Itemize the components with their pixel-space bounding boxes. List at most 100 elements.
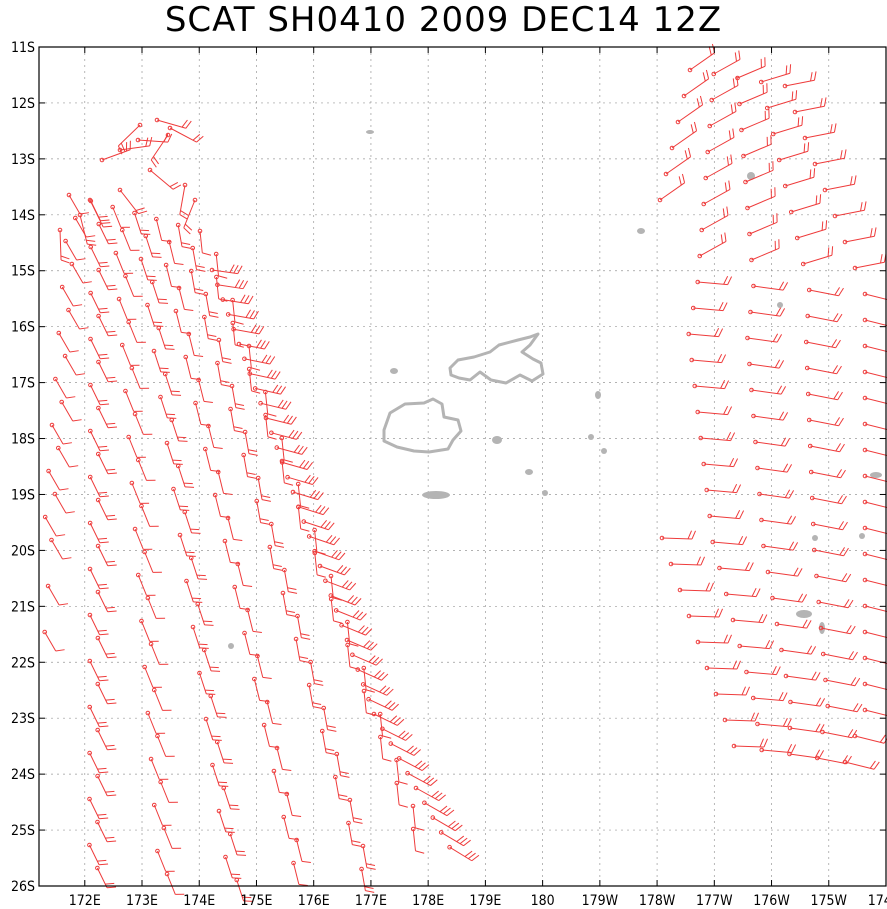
barb-staff [346, 639, 372, 651]
barb-feather [106, 284, 116, 287]
lon-label: 179W [582, 893, 619, 909]
barb-feather [221, 384, 231, 387]
wind-barb [87, 197, 113, 228]
wind-barb [242, 429, 258, 456]
wind-barb [296, 504, 310, 532]
barb-feather [178, 440, 188, 442]
wind-barb [832, 201, 867, 219]
barb-station [95, 497, 101, 503]
barb-feather [179, 214, 188, 220]
barb-station [687, 67, 693, 73]
barb-feather [815, 195, 818, 205]
barb-feather [284, 482, 294, 486]
wind-barb [167, 125, 204, 143]
wind-barb [216, 808, 235, 833]
barb-feather [299, 656, 309, 659]
wind-barb [149, 279, 169, 304]
barb-staff [186, 580, 194, 603]
barb-staff [297, 483, 301, 506]
barb-feather [359, 613, 367, 621]
barb-station [87, 796, 92, 802]
barb-staff [314, 529, 318, 552]
barb-feather [106, 238, 116, 241]
wind-barb [96, 359, 118, 383]
barb-feather [843, 149, 847, 159]
barb-feather [850, 176, 853, 186]
barb-feather [245, 309, 252, 318]
barb-feather [203, 620, 213, 623]
barb-staff [283, 569, 289, 592]
barb-feather [152, 256, 162, 258]
barb-station [126, 434, 131, 440]
wind-barb [755, 463, 793, 473]
barb-feather [99, 541, 109, 544]
barb-feather [299, 660, 309, 663]
barb-station [355, 667, 361, 672]
barb-station [42, 514, 48, 520]
wind-barb [862, 291, 887, 301]
barb-feather [736, 484, 742, 493]
barb-station [132, 411, 138, 417]
barb-feather [196, 574, 206, 577]
wind-barb [675, 95, 704, 125]
barb-feather [169, 181, 179, 188]
barb-staff [347, 822, 353, 845]
wind-barb [334, 751, 350, 778]
barb-feather [835, 443, 841, 452]
barb-station [301, 519, 307, 524]
barb-staff [160, 396, 168, 419]
barb-feather [208, 338, 218, 341]
barb-feather [243, 900, 253, 902]
wind-barbs [42, 43, 887, 902]
wind-barb [119, 342, 140, 366]
barb-staff [330, 595, 356, 606]
barb-staff [71, 263, 84, 284]
wind-barb [394, 780, 408, 808]
barb-staff [864, 631, 887, 639]
barb-staff [216, 741, 225, 764]
barb-feather [248, 449, 258, 452]
barb-staff [713, 59, 741, 75]
barb-feather [120, 142, 126, 152]
barb-station [380, 726, 385, 732]
barb-feather [258, 325, 265, 335]
barb-feather [813, 71, 817, 81]
barb-feather [365, 689, 375, 693]
barb-station [192, 197, 198, 203]
wind-barb [201, 647, 221, 672]
barb-station [49, 422, 55, 428]
barb-station [95, 865, 100, 871]
barb-staff [314, 552, 318, 575]
barb-station [162, 371, 168, 377]
barb-feather [418, 762, 426, 770]
lat-label: 18S [11, 432, 35, 448]
barb-feather [456, 835, 465, 843]
barb-staff [671, 130, 697, 149]
barb-staff [864, 319, 887, 327]
barb-staff [797, 228, 827, 239]
barb-feather [771, 665, 777, 675]
wind-barb [151, 687, 172, 711]
barb-staff [807, 367, 837, 375]
barb-feather [267, 436, 277, 440]
barb-feather [734, 102, 737, 112]
barb-station [87, 520, 93, 526]
barb-staff [223, 787, 232, 810]
wind-barb [235, 561, 253, 587]
barb-staff [287, 476, 313, 486]
barb-feather [357, 625, 365, 633]
barb-feather [775, 666, 781, 675]
island [777, 302, 783, 308]
wind-barb [62, 353, 86, 376]
lon-label: 176W [753, 893, 790, 909]
wind-barb [66, 307, 89, 330]
barb-feather [153, 156, 160, 165]
wind-barb [822, 175, 857, 193]
barb-station [96, 313, 101, 319]
barb-feather [678, 176, 682, 186]
lon-label: 173E [126, 893, 158, 909]
barb-staff [440, 831, 464, 847]
barb-staff [818, 601, 849, 609]
wind-barb [713, 686, 750, 697]
barb-station [317, 563, 323, 569]
